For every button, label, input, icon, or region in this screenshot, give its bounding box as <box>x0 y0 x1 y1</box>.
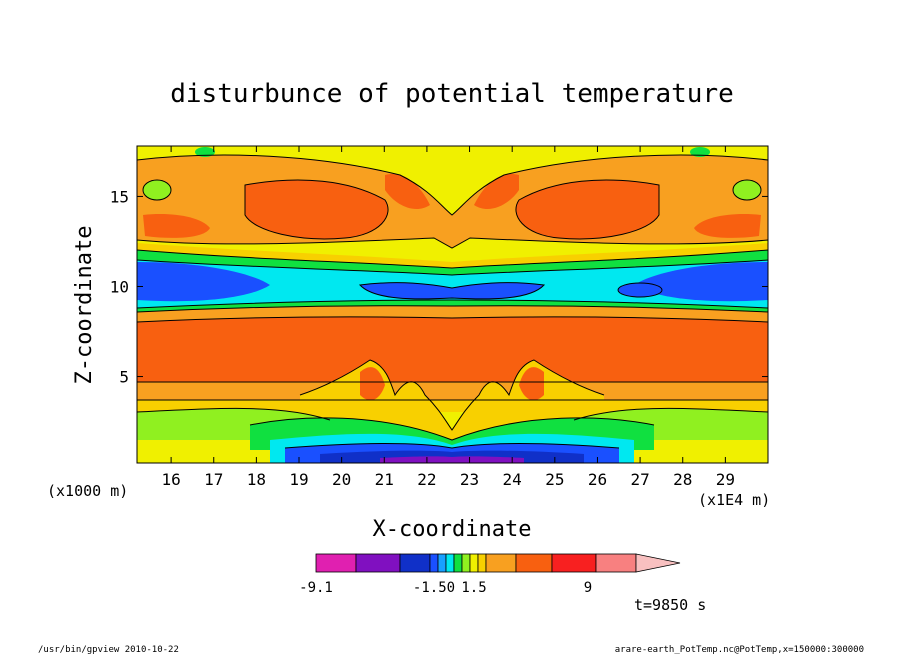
contour-plot-area <box>137 146 768 463</box>
x-axis: 16 17 18 19 20 21 22 23 24 25 26 27 28 29 <box>161 146 735 489</box>
colorbar-segment <box>437 553 447 573</box>
colorbar-segment <box>515 553 553 573</box>
time-annotation: t=9850 s <box>634 596 706 614</box>
colorbar-segment <box>429 553 439 573</box>
plot-frame <box>136 145 769 464</box>
x-axis-label: X-coordinate <box>373 517 532 542</box>
colorbar-segment <box>399 553 431 573</box>
footer-left: /usr/bin/gpview 2010-10-22 <box>38 645 179 654</box>
x-tick-label: 16 <box>161 470 180 489</box>
colorbar-labels: -9.1 -1.50 1.5 9 <box>299 580 592 596</box>
colorbar-segment <box>453 553 463 573</box>
colorbar-segment <box>477 553 487 573</box>
x-axis-unit: (x1E4 m) <box>698 491 770 509</box>
x-tick-label: 27 <box>630 470 649 489</box>
colorbar-segment <box>469 553 479 573</box>
y-axis: 5 10 15 <box>110 187 768 387</box>
colorbar-extension <box>635 553 681 573</box>
colorbar-segment <box>315 553 357 573</box>
x-tick-label: 28 <box>673 470 692 489</box>
colorbar-segment <box>551 553 597 573</box>
x-tick-label: 22 <box>417 470 436 489</box>
y-axis-label: Z-coordinate <box>72 226 97 385</box>
colorbar-segment <box>355 553 401 573</box>
colorbar-segment <box>485 553 517 573</box>
x-tick-label: 19 <box>289 470 308 489</box>
footer-right: arare-earth_PotTemp.nc@PotTemp,x=150000:… <box>615 645 864 654</box>
x-tick-label: 24 <box>503 470 522 489</box>
colorbar-label-min: -9.1 <box>299 580 333 596</box>
y-tick-label: 15 <box>110 187 129 206</box>
x-tick-label: 26 <box>588 470 607 489</box>
colorbar-segment <box>595 553 637 573</box>
x-tick-label: 25 <box>545 470 564 489</box>
x-tick-label: 18 <box>247 470 266 489</box>
colorbar-label-neg: -1.50 <box>413 580 455 596</box>
x-tick-label: 21 <box>375 470 394 489</box>
colorbar <box>315 553 681 573</box>
x-tick-label: 17 <box>204 470 223 489</box>
chart-title: disturbunce of potential temperature <box>170 79 734 109</box>
colorbar-label-pos: 1.5 <box>461 580 486 596</box>
y-tick-label: 10 <box>110 277 129 296</box>
x-tick-label: 29 <box>716 470 735 489</box>
x-tick-label: 20 <box>332 470 351 489</box>
y-axis-unit: (x1000 m) <box>47 482 128 500</box>
y-tick-label: 5 <box>119 368 129 387</box>
colorbar-segment <box>445 553 455 573</box>
colorbar-label-max: 9 <box>584 580 592 596</box>
colorbar-segment <box>461 553 471 573</box>
x-tick-label: 23 <box>460 470 479 489</box>
